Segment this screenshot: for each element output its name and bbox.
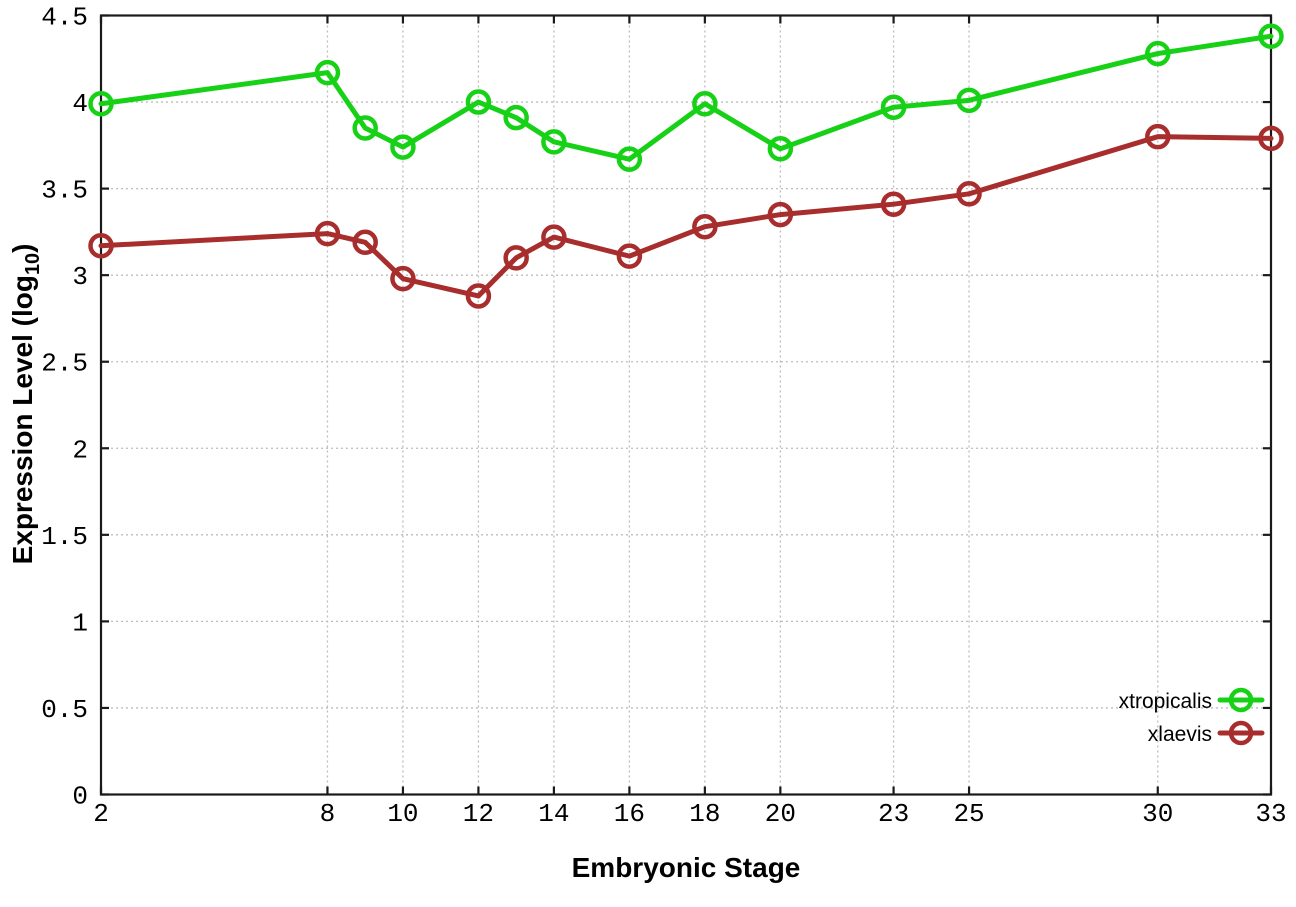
y-tick-label: 3.5 xyxy=(41,176,88,206)
y-tick-label: 0.5 xyxy=(41,695,88,725)
series-xtropicalis xyxy=(88,23,1284,172)
data-point-xtropicalis xyxy=(88,91,114,117)
data-point-xtropicalis xyxy=(1145,40,1171,67)
data-point-xtropicalis xyxy=(692,91,718,117)
data-point-xtropicalis xyxy=(503,104,529,131)
x-tick-label: 30 xyxy=(1142,799,1173,829)
data-point-xtropicalis xyxy=(880,94,907,120)
tick-marks xyxy=(99,14,1273,796)
legend-item-xtropicalis: xtropicalis xyxy=(1119,687,1265,713)
data-point-xlaevis xyxy=(352,229,378,256)
gridlines xyxy=(101,15,1271,795)
data-point-xlaevis xyxy=(767,201,794,228)
x-tick-label: 10 xyxy=(387,799,418,829)
y-axis-title-text: Expression Level (log xyxy=(7,275,39,565)
x-tick-label: 16 xyxy=(614,799,645,829)
data-point-xlaevis xyxy=(956,181,982,207)
x-tick-label: 20 xyxy=(765,799,796,829)
y-axis-title: Expression Level (log10) xyxy=(7,244,45,565)
x-tick-label: 8 xyxy=(320,799,336,829)
x-axis-title: Embryonic Stage xyxy=(571,852,801,883)
data-point-xlaevis xyxy=(503,245,529,271)
data-point-xtropicalis xyxy=(352,115,378,141)
y-tick-label: 0 xyxy=(72,782,88,812)
data-point-xtropicalis xyxy=(1258,23,1284,50)
data-point-xlaevis xyxy=(880,191,907,217)
legend-sample-marker-icon xyxy=(1228,687,1254,713)
data-point-xlaevis xyxy=(692,213,718,240)
legend-sample-marker-icon xyxy=(1228,720,1254,746)
plot-border xyxy=(99,14,1273,796)
data-point-xtropicalis xyxy=(956,87,982,114)
data-point-xlaevis xyxy=(88,232,114,259)
y-tick-label: 4 xyxy=(72,89,88,119)
y-axis-title-subscript: 10 xyxy=(21,252,44,275)
data-point-xlaevis xyxy=(465,283,492,309)
data-point-xtropicalis xyxy=(616,146,643,172)
data-point-xtropicalis xyxy=(314,59,341,86)
x-tick-label: 18 xyxy=(689,799,720,829)
y-tick-label: 4.5 xyxy=(41,3,88,33)
y-tick-label: 3 xyxy=(72,262,88,292)
series-xlaevis xyxy=(88,123,1284,309)
data-point-xtropicalis xyxy=(390,134,416,160)
data-point-xtropicalis xyxy=(767,136,794,162)
data-point-xlaevis xyxy=(541,224,567,250)
legend-item-xlaevis: xlaevis xyxy=(1148,720,1265,746)
y-tick-label: 1.5 xyxy=(41,522,88,552)
legend-label-xtropicalis: xtropicalis xyxy=(1119,690,1212,713)
data-point-xlaevis xyxy=(1258,125,1284,152)
data-point-xlaevis xyxy=(314,220,341,247)
series-line-xtropicalis xyxy=(98,33,1274,162)
data-point-xlaevis xyxy=(390,265,416,292)
x-tick-label: 12 xyxy=(463,799,494,829)
y-axis-title-close: ) xyxy=(7,243,39,253)
x-tick-label: 2 xyxy=(93,799,109,829)
data-point-xtropicalis xyxy=(465,89,492,115)
data-point-xlaevis xyxy=(616,243,643,269)
y-tick-label: 1 xyxy=(72,608,88,638)
legend-label-xlaevis: xlaevis xyxy=(1148,723,1212,746)
tick-labels: 2 8 10 12 14 16 18 20 23 25 30 33 0 0.5 1 1.5 2 2.5 3 3.5 4 4… xyxy=(41,3,1286,830)
x-tick-label: 25 xyxy=(953,799,984,829)
data-point-xlaevis xyxy=(1145,123,1171,150)
x-tick-label: 23 xyxy=(878,799,909,829)
legend: xtropicalis xlaevis xyxy=(1119,687,1265,746)
series-line-xlaevis xyxy=(98,134,1274,299)
y-tick-label: 2 xyxy=(72,435,88,465)
data-point-xtropicalis xyxy=(541,129,567,155)
x-tick-label: 14 xyxy=(538,799,569,829)
y-tick-label: 2.5 xyxy=(41,349,88,379)
x-tick-label: 33 xyxy=(1255,799,1286,829)
